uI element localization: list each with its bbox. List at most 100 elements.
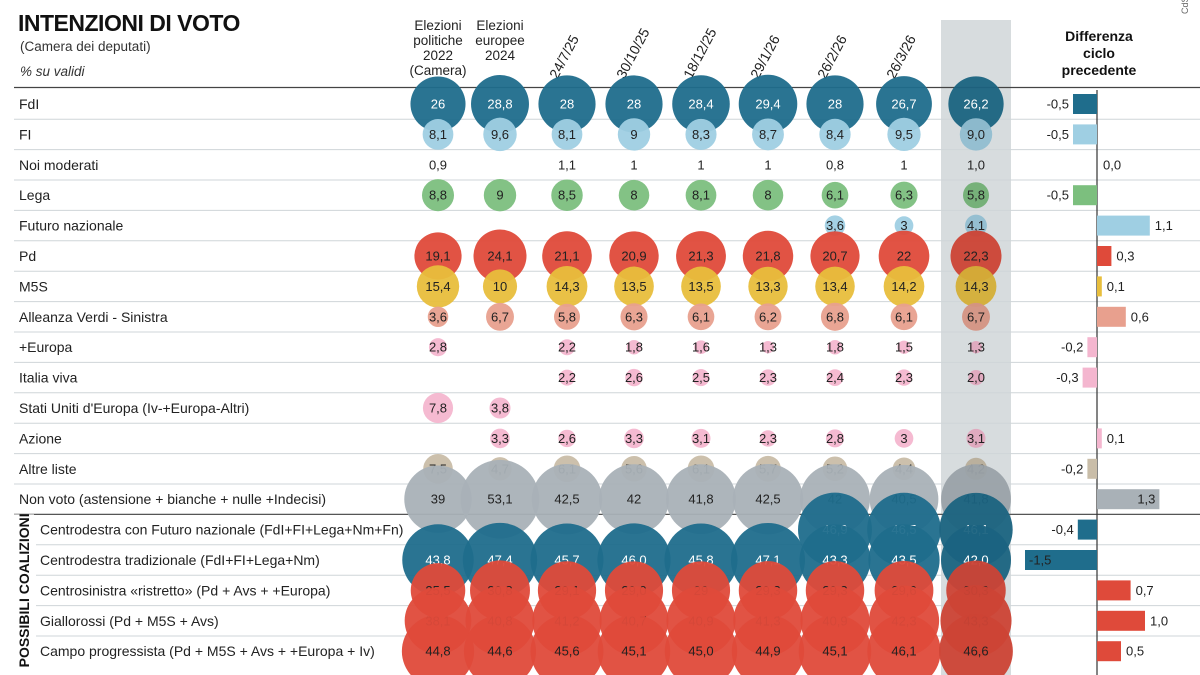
- data-label: 0,8: [826, 157, 844, 172]
- party-label: Alleanza Verdi - Sinistra: [19, 309, 168, 325]
- data-bubble: [486, 302, 514, 331]
- data-label: 6,3: [895, 188, 913, 203]
- data-label: 13,3: [755, 279, 780, 294]
- data-bubble: [759, 369, 777, 386]
- data-label: 13,5: [621, 279, 646, 294]
- data-label: 13,5: [688, 279, 713, 294]
- data-bubble: [748, 266, 788, 307]
- data-label: 22: [897, 249, 911, 264]
- data-bubble: [404, 465, 472, 533]
- diff-label: 0,5: [1126, 644, 1144, 659]
- data-label: 28: [627, 97, 641, 112]
- data-bubble: [428, 338, 448, 357]
- data-label: 8,7: [759, 127, 777, 142]
- data-bubble: [694, 340, 708, 355]
- data-label: 29,4: [755, 97, 780, 112]
- data-bubble: [966, 428, 986, 448]
- data-bubble: [969, 341, 983, 354]
- data-label: 42,5: [554, 492, 579, 507]
- data-bubble: [551, 179, 583, 211]
- data-label: 26,7: [891, 97, 916, 112]
- data-bubble-shade: [939, 614, 1013, 675]
- data-label: 3,1: [967, 431, 985, 446]
- data-bubble-shade: [948, 76, 1004, 132]
- data-bubble: [890, 181, 918, 209]
- data-label: 8,8: [429, 188, 447, 203]
- data-bubble: [422, 119, 454, 150]
- data-bubble: [968, 369, 984, 386]
- data-label: 1,6: [692, 340, 710, 355]
- data-bubble: [685, 179, 717, 211]
- data-label: 8: [764, 188, 771, 203]
- data-label: 0,9: [429, 157, 447, 172]
- data-label: 2,6: [558, 431, 576, 446]
- data-label: 3: [900, 218, 907, 233]
- data-bubble: [826, 369, 844, 386]
- unit-label: % su validi: [20, 64, 85, 79]
- diff-label: -0,5: [1047, 97, 1069, 112]
- diff-label: 0,6: [1131, 309, 1149, 324]
- data-bubble: [620, 303, 648, 331]
- data-bubble-shade: [968, 369, 984, 386]
- column-header: Elezioni europee 2024: [475, 18, 525, 63]
- data-bubble: [820, 302, 850, 331]
- data-bubble: [538, 75, 596, 133]
- data-label: 2,4: [826, 370, 844, 385]
- data-bubble: [948, 76, 1004, 132]
- data-label: 22,3: [963, 249, 988, 264]
- data-bubble: [483, 179, 517, 212]
- data-bubble: [965, 214, 987, 237]
- data-bubble: [546, 265, 588, 307]
- diff-bar: [1087, 458, 1097, 479]
- data-bubble: [489, 397, 511, 419]
- data-label: 20,7: [822, 249, 847, 264]
- data-bubble-shade: [966, 428, 986, 448]
- coalition-label: Centrodestra con Futuro nazionale (FdI+F…: [40, 522, 403, 538]
- data-bubble-shade: [969, 341, 983, 354]
- data-label: 6,8: [826, 309, 844, 324]
- data-label: 44,9: [755, 644, 780, 659]
- data-bubble: [754, 303, 782, 331]
- data-bubble: [530, 614, 604, 675]
- data-bubble: [687, 303, 715, 331]
- data-bubble: [810, 231, 860, 281]
- data-label: 45,0: [688, 644, 713, 659]
- data-bubble: [416, 265, 460, 308]
- party-label: Italia viva: [19, 370, 78, 386]
- data-label: 3,3: [625, 431, 643, 446]
- party-label: +Europa: [19, 339, 73, 355]
- data-bubble-shade: [962, 182, 990, 209]
- coalition-label: Centrosinistra «ristretto» (Pd + Avs + +…: [40, 582, 330, 598]
- diff-bar: [1097, 610, 1145, 631]
- data-label: 2,5: [692, 370, 710, 385]
- diff-label: 0,1: [1107, 431, 1125, 446]
- data-bubble: [605, 75, 663, 133]
- data-label: 4,1: [967, 218, 985, 233]
- data-bubble: [742, 230, 794, 282]
- data-bubble: [460, 459, 540, 539]
- data-label: 42: [627, 492, 641, 507]
- diff-bar: [1097, 428, 1102, 449]
- data-label: 45,1: [822, 644, 847, 659]
- data-bubble-shade: [965, 214, 987, 237]
- diff-bar: [1077, 519, 1097, 540]
- data-label: 28,8: [487, 97, 512, 112]
- data-bubble: [676, 231, 726, 281]
- diff-label: -1,5: [1029, 553, 1051, 568]
- data-bubble: [414, 232, 462, 280]
- data-bubble: [473, 229, 527, 283]
- data-bubble: [959, 118, 993, 151]
- coalition-label: Giallorossi (Pd + M5S + Avs): [40, 613, 219, 629]
- data-label: 26: [431, 97, 445, 112]
- data-bubble: [427, 306, 449, 328]
- data-label: 3,1: [692, 431, 710, 446]
- data-bubble: [681, 266, 721, 307]
- data-bubble: [878, 230, 930, 282]
- data-label: 1: [630, 157, 637, 172]
- data-bubble: [422, 392, 454, 424]
- data-bubble: [664, 614, 738, 675]
- diff-bar: [1082, 367, 1097, 388]
- data-label: 6,1: [895, 309, 913, 324]
- data-label: 8,5: [558, 188, 576, 203]
- data-bubble: [692, 369, 710, 387]
